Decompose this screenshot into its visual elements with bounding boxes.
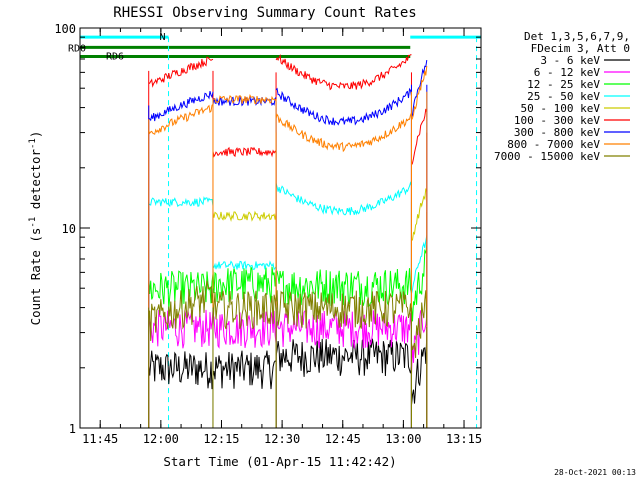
chart-title: RHESSI Observing Summary Count Rates (113, 5, 416, 21)
legend-entry-label: 50 - 100 keV (521, 102, 601, 115)
x-tick-label: 12:00 (143, 432, 179, 446)
y-axis-label-superscript: -1 (28, 138, 38, 149)
legend-entry-label: 300 - 800 keV (514, 126, 600, 139)
series-segment (411, 60, 428, 118)
series-segment (275, 181, 412, 216)
x-tick-label: 12:45 (325, 432, 361, 446)
series-segment (148, 90, 214, 122)
y-tick-label: 100 (54, 22, 76, 36)
series-segment (212, 260, 277, 271)
series-segment (275, 87, 412, 126)
y-axis-label-part: ) (28, 131, 43, 139)
series-segment (212, 210, 277, 222)
series-segment (275, 310, 412, 349)
y-axis-label-part: Count Rate (s (28, 228, 43, 326)
flag-label: RD6 (106, 52, 124, 63)
series-trace (148, 280, 428, 428)
series-segment (411, 245, 428, 322)
legend: Det 1,3,5,6,7,9, FDecim 3, Att 0 3 - 6 k… (494, 30, 630, 163)
series-segment (275, 337, 412, 377)
series-segment (411, 235, 428, 294)
x-tick-label: 13:15 (446, 432, 482, 446)
series-segment (212, 310, 277, 349)
y-tick-label: 10 (62, 222, 76, 236)
series-segment (148, 280, 214, 342)
x-tick-label: 11:45 (82, 432, 118, 446)
legend-entry-label: 12 - 25 keV (527, 78, 600, 91)
legend-entry-label: 7000 - 15000 keV (494, 150, 600, 163)
series-segment (411, 65, 428, 121)
y-tick-label: 1 (69, 422, 76, 436)
legend-entry-label: 100 - 300 keV (514, 114, 600, 127)
y-axis-label-superscript: -1 (28, 217, 38, 228)
x-tick-label: 12:30 (264, 432, 300, 446)
legend-header-line: FDecim 3, Att 0 (531, 42, 630, 55)
legend-entry-label: 800 - 7000 keV (507, 138, 600, 151)
series-segment (411, 290, 428, 359)
series-segment (148, 270, 214, 310)
flag-label: RD0 (68, 43, 86, 54)
flag-label: N (159, 32, 165, 43)
x-axis-label: Start Time (01-Apr-15 11:42:42) (163, 454, 396, 469)
series-segment (212, 146, 277, 158)
series-segment (275, 53, 412, 91)
y-axis-label-part: detector (28, 149, 43, 217)
series-segment (212, 266, 277, 304)
series-segment (212, 290, 277, 330)
series-segment (411, 188, 428, 242)
series-segment (148, 56, 214, 88)
legend-entry-label: 25 - 50 keV (527, 90, 600, 103)
series-segment (411, 333, 428, 405)
timestamp: 28-Oct-2021 00:13 (554, 468, 636, 477)
series-segment (148, 104, 214, 135)
legend-header-line: Det 1,3,5,6,7,9, (524, 30, 630, 43)
x-tick-label: 12:15 (203, 432, 239, 446)
legend-entry-label: 3 - 6 keV (540, 54, 600, 67)
x-tick-label: 13:00 (385, 432, 421, 446)
legend-entry-label: 6 - 12 keV (534, 66, 601, 79)
series-segment (213, 93, 277, 105)
axes-layer: 11:45 12:00 12:15 12:30 12:45 13:00 13:15 1 10 10… (54, 22, 482, 446)
series-segment (275, 290, 412, 329)
series-layer (148, 53, 428, 428)
series-segment (148, 350, 214, 390)
y-axis-label: Count Rate (s-1 detector-1) (28, 131, 43, 326)
series-segment (275, 112, 412, 153)
series-segment (212, 350, 277, 390)
series-segment (148, 196, 214, 208)
series-segment (411, 108, 428, 166)
series-segment (411, 310, 428, 376)
